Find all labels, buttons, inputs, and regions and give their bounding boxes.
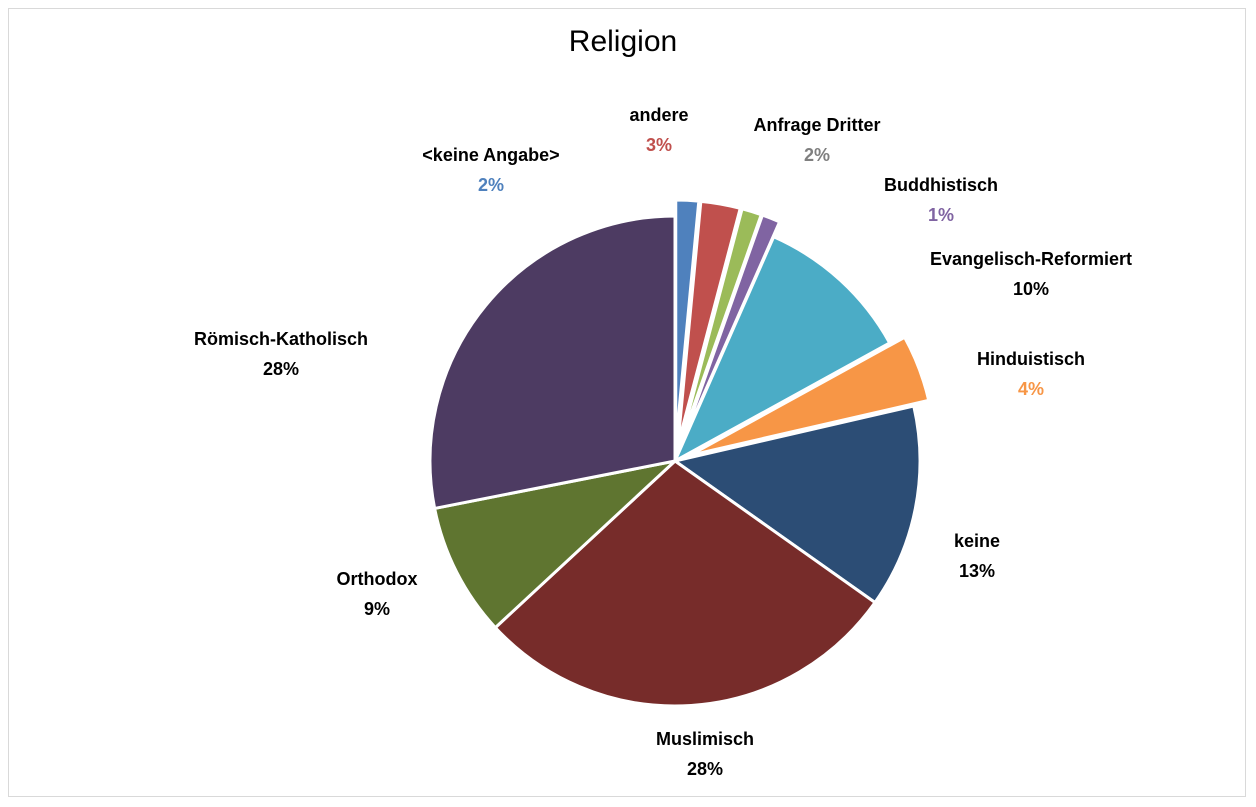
- slice-percent: 2%: [804, 145, 830, 165]
- slice-label: Anfrage Dritter: [753, 115, 880, 135]
- pie-slice-keine: [671, 404, 922, 605]
- pie-slice-evangelisch-reformiert: [671, 234, 892, 465]
- pie-slice-orthodox: [432, 458, 680, 630]
- slice-label: Hinduistisch: [977, 349, 1085, 369]
- pie-slice-hinduistisch: [689, 335, 931, 457]
- pie-slice-römisch-katholisch: [428, 214, 677, 511]
- slice-percent: 3%: [646, 135, 672, 155]
- slice-percent: 28%: [263, 359, 299, 379]
- slice-percent: 10%: [1013, 279, 1049, 299]
- slice-percent: 2%: [478, 175, 504, 195]
- slice-percent: 28%: [687, 759, 723, 779]
- slice-percent: 4%: [1018, 379, 1044, 399]
- slice-label: Römisch-Katholisch: [194, 329, 368, 349]
- chart-title: Religion: [569, 25, 677, 58]
- slice-percent: 9%: [364, 599, 390, 619]
- pie-slice-andere: [676, 199, 743, 446]
- slice-label: Evangelisch-Reformiert: [930, 249, 1132, 269]
- slice-label: <keine Angabe>: [422, 145, 559, 165]
- pie-slices: [428, 198, 931, 708]
- chart-frame: Religion <keine Angabe> 2% andere 3% Anfrage…: [8, 8, 1246, 797]
- slice-percent: 13%: [959, 561, 995, 581]
- slice-label: andere: [629, 105, 688, 125]
- pie-slice-keine-angabe: [674, 198, 701, 446]
- slice-percent: 1%: [928, 205, 954, 225]
- slice-label: Orthodox: [337, 569, 418, 589]
- pie-chart: Religion <keine Angabe> 2% andere 3% Anfrage…: [194, 25, 1132, 779]
- slice-label: Muslimisch: [656, 729, 754, 749]
- slice-label: Buddhistisch: [884, 175, 998, 195]
- pie-labels: <keine Angabe> 2% andere 3% Anfrage Dritter 2…: [194, 105, 1132, 779]
- slice-label: keine: [954, 531, 1000, 551]
- pie-slice-muslimisch: [493, 459, 878, 708]
